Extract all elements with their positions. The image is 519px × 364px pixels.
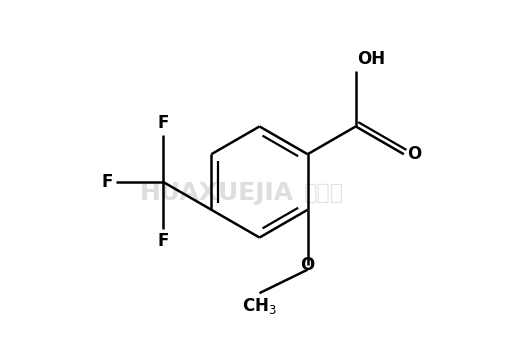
Text: F: F — [102, 173, 113, 191]
Text: F: F — [158, 114, 169, 132]
Text: CH$_3$: CH$_3$ — [242, 296, 277, 316]
Text: HUAXUEJIA: HUAXUEJIA — [140, 181, 294, 205]
Text: O: O — [301, 256, 315, 274]
Text: F: F — [158, 232, 169, 250]
Text: OH: OH — [358, 50, 386, 68]
Text: 化学加: 化学加 — [304, 183, 344, 203]
Text: O: O — [407, 145, 421, 163]
